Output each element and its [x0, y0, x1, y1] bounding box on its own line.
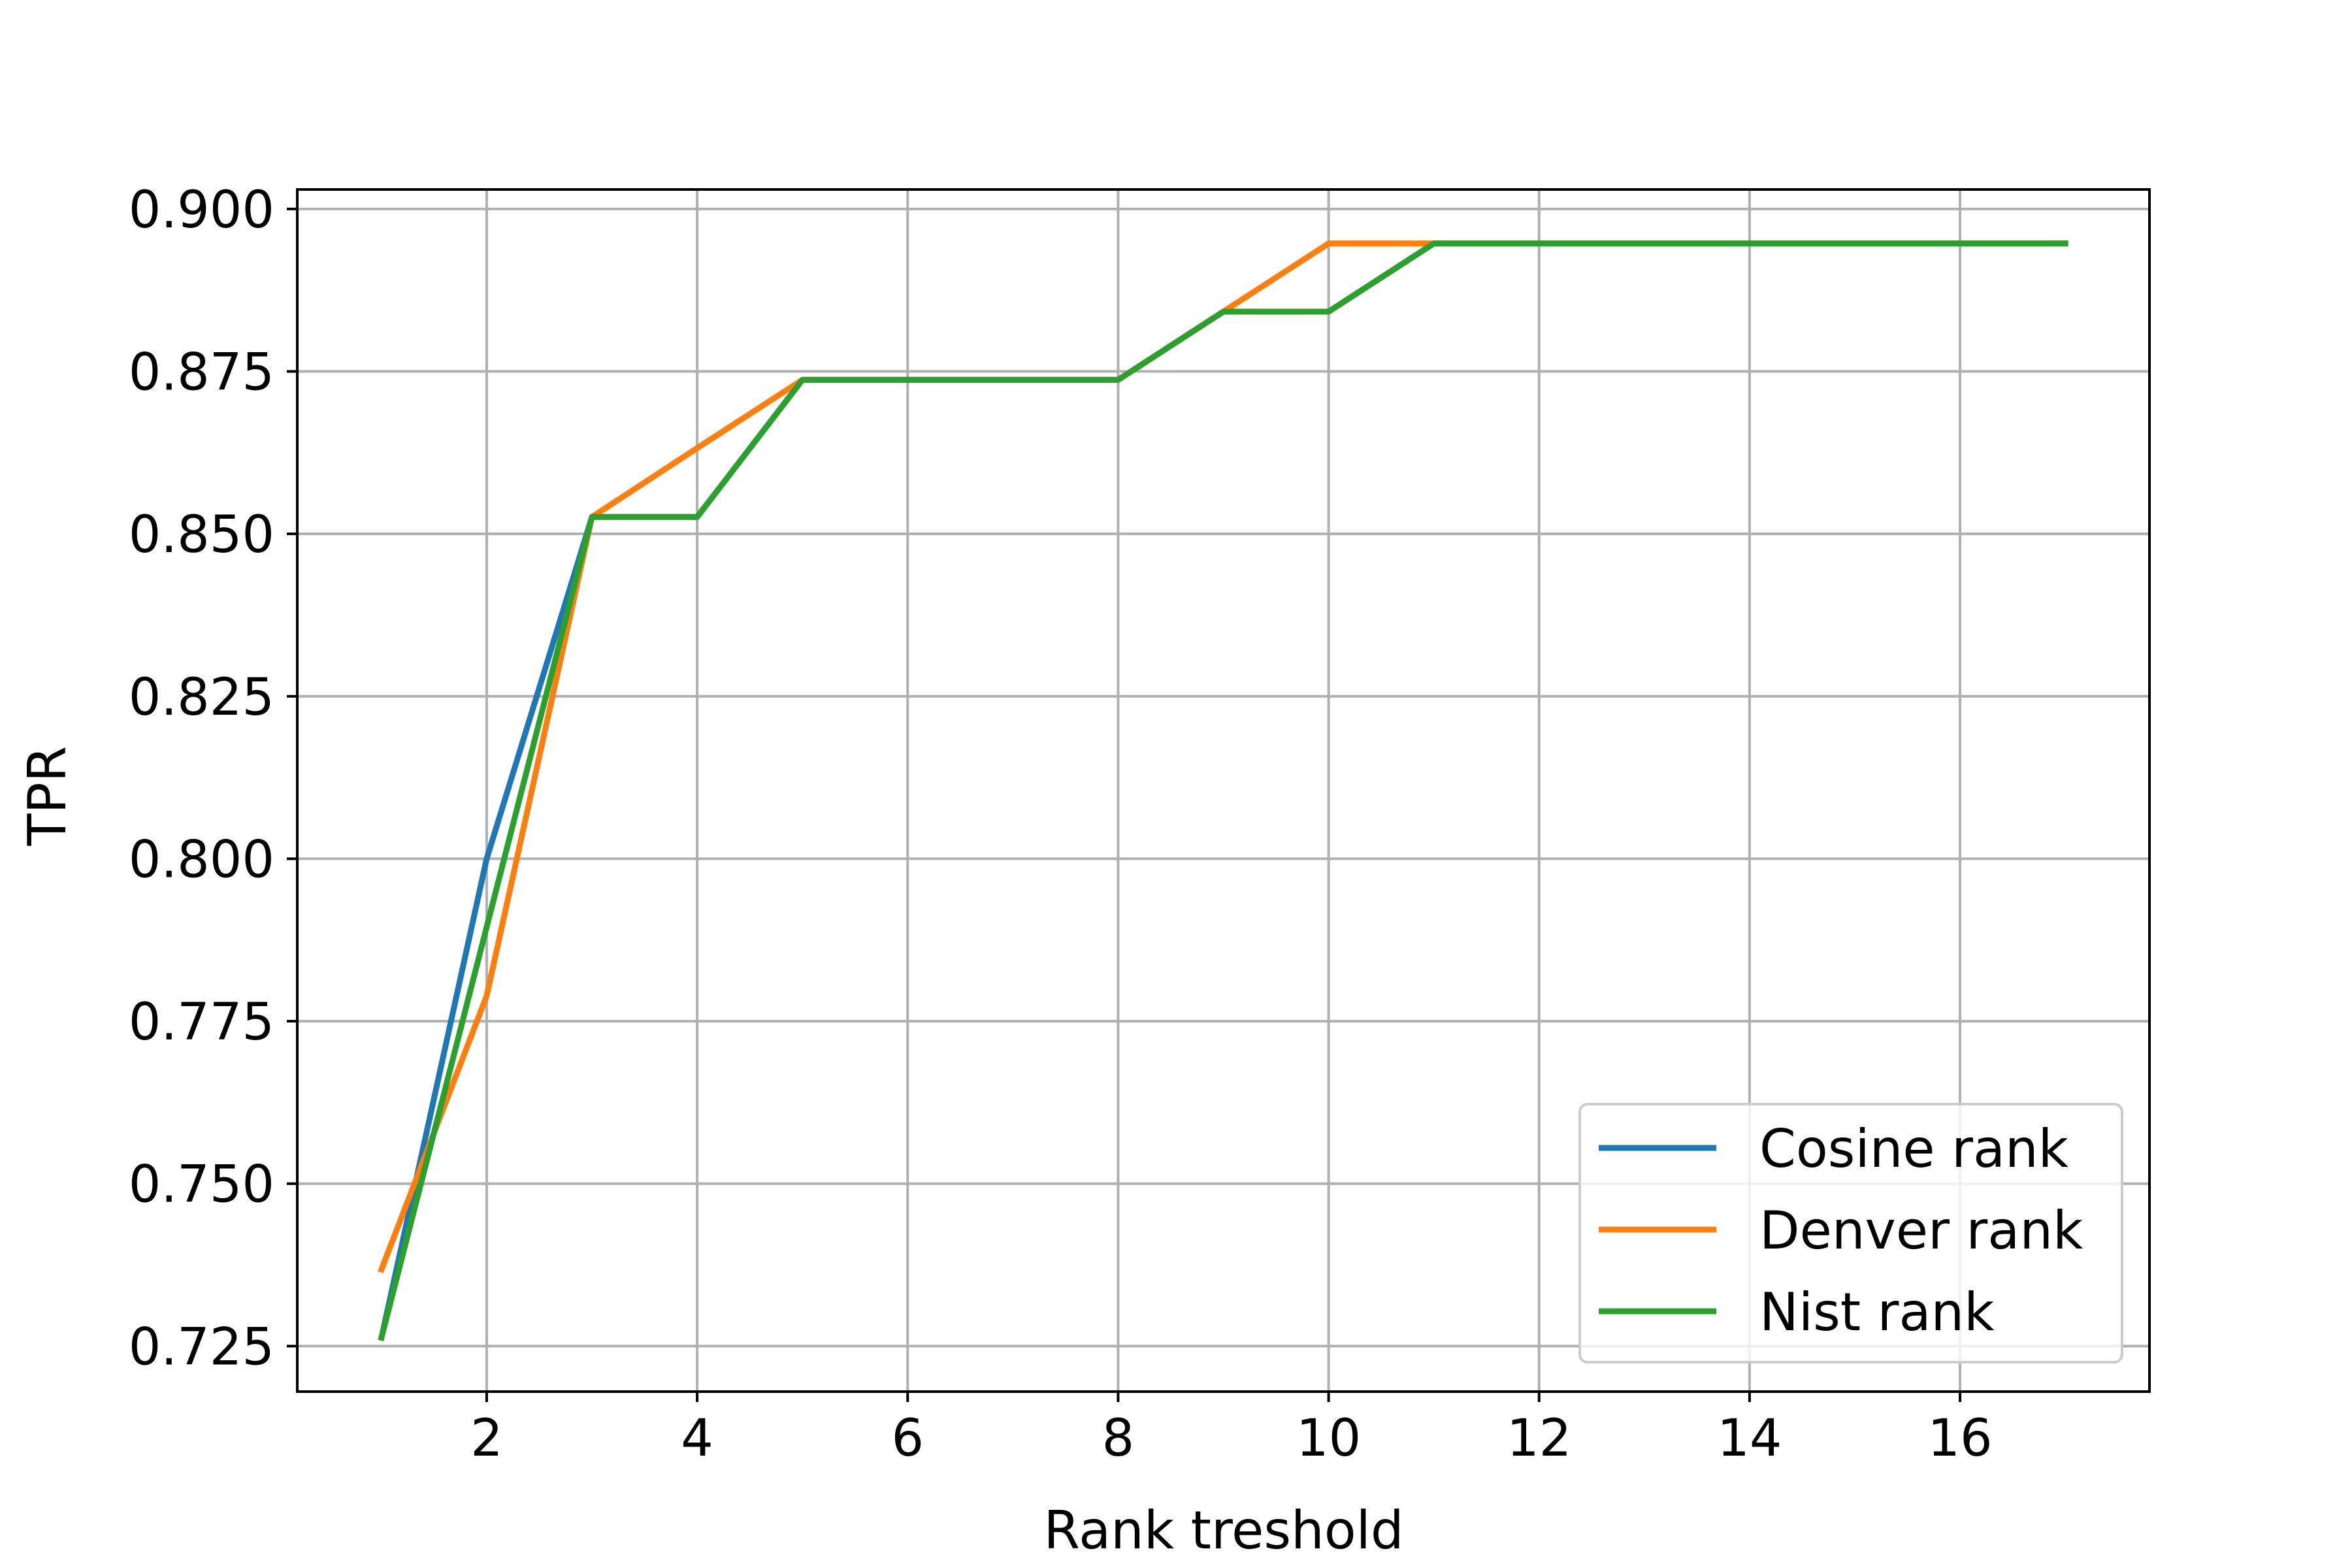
series-line-nist-rank: [378, 240, 2068, 1341]
legend-label-denver-rank: Denver rank: [1759, 1200, 2083, 1261]
x-tick-label: 14: [1717, 1409, 1782, 1468]
y-tick-label: 0.875: [129, 343, 274, 402]
x-tick-label: 8: [1102, 1409, 1135, 1468]
legend-label-cosine-rank: Cosine rank: [1759, 1119, 2069, 1179]
legend-label-nist-rank: Nist rank: [1759, 1282, 1995, 1343]
y-tick-label: 0.800: [129, 830, 274, 889]
y-tick-label: 0.725: [129, 1318, 274, 1377]
series-lines: [378, 240, 2068, 1341]
y-tick-label: 0.825: [129, 668, 274, 727]
x-axis-label: Rank treshold: [1043, 1500, 1403, 1561]
x-tick-label: 16: [1927, 1409, 1992, 1468]
plot-frame: [296, 188, 2151, 1393]
x-axis: 2 4 6 8 10 12 14 16: [470, 1392, 1993, 1468]
x-tick-label: 12: [1507, 1409, 1571, 1468]
y-tick-label: 0.850: [129, 506, 274, 564]
legend: Cosine rank Denver rank Nist rank: [1578, 1103, 2123, 1364]
y-tick-label: 0.900: [129, 181, 274, 240]
x-tick-label: 2: [470, 1409, 503, 1468]
legend-box: [1578, 1103, 2123, 1364]
x-tick-label: 4: [681, 1409, 713, 1468]
y-tick-label: 0.750: [129, 1156, 274, 1215]
x-tick-label: 6: [891, 1409, 924, 1468]
x-tick-label: 10: [1296, 1409, 1361, 1468]
y-axis: 0.725 0.750 0.775 0.800 0.825 0.850 0.875 0.900: [129, 181, 297, 1377]
y-tick-label: 0.775: [129, 993, 274, 1052]
y-axis-label: TPR: [17, 746, 78, 847]
